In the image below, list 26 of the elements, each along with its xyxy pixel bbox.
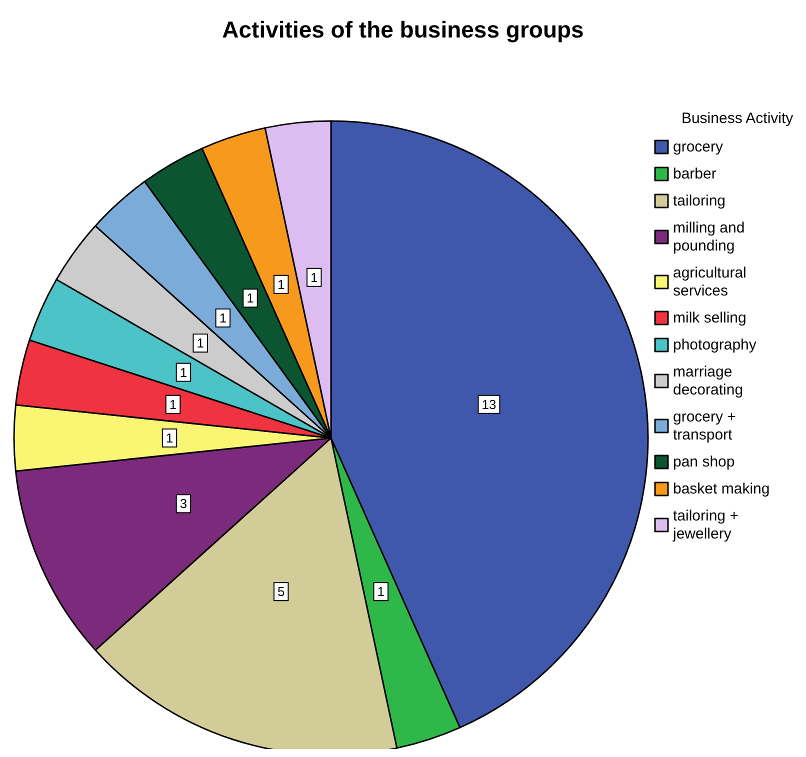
data-label: 1 xyxy=(166,430,174,446)
legend-label: marriage decorating xyxy=(673,364,744,398)
data-label: 1 xyxy=(310,270,318,285)
legend-label: milk selling xyxy=(673,310,746,326)
data-label: 1 xyxy=(180,364,188,380)
legend-label: grocery + transport xyxy=(673,408,740,444)
legend-label: pan shop xyxy=(673,454,735,470)
legend-label: photography xyxy=(673,336,757,354)
data-label: 1 xyxy=(246,290,254,306)
data-label: 1 xyxy=(277,276,285,292)
legend-label: grocery xyxy=(673,138,724,156)
legend-label: milling and pounding xyxy=(673,220,749,254)
data-label: 1 xyxy=(196,336,204,351)
data-label: 5 xyxy=(277,584,285,600)
legend-title: Business Activity xyxy=(681,110,794,127)
data-label: 13 xyxy=(482,396,496,412)
legend-label: basket making xyxy=(673,480,770,498)
data-label: 1 xyxy=(219,310,227,326)
chart-title: Activities of the business groups xyxy=(222,16,584,42)
legend-label: agricultural services xyxy=(673,264,751,300)
data-label: 1 xyxy=(169,396,177,412)
data-label: 3 xyxy=(180,496,188,512)
legend-label: tailoring xyxy=(673,192,726,210)
data-label: 1 xyxy=(377,584,385,600)
legend-label: barber xyxy=(673,166,716,182)
legend-label: tailoring + jewellery xyxy=(672,508,743,542)
